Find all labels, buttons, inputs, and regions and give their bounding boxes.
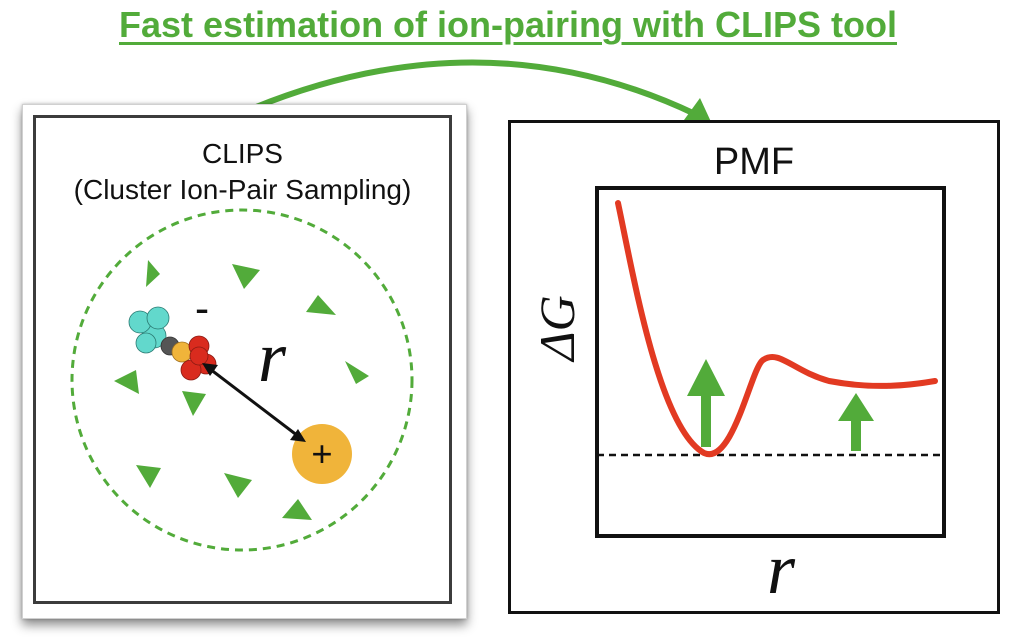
cluster-illustration: - + r: [70, 208, 414, 552]
cluster-boundary: [70, 208, 414, 552]
clips-subtitle: (Cluster Ion-Pair Sampling): [73, 174, 412, 205]
solvent-molecule: [232, 264, 260, 289]
plateau-arrow-shaft: [851, 420, 861, 451]
distance-label: r: [258, 317, 287, 397]
solvent-molecule: [146, 260, 160, 287]
solvent-molecule: [282, 499, 312, 520]
well-arrow-shaft: [701, 395, 711, 447]
atom: [135, 332, 157, 354]
solvent-molecule: [182, 391, 206, 416]
distance-arrowhead-start: [202, 363, 218, 376]
figure-title: Fast estimation of ion-pairing with CLIP…: [119, 4, 897, 45]
atom: [146, 306, 170, 330]
plateau-arrow-head: [838, 393, 874, 421]
clips-title: CLIPS: [202, 138, 283, 169]
pmf-plot: ΔG r: [529, 186, 946, 609]
well-arrow-head: [687, 359, 725, 396]
solvent-molecule: [224, 473, 252, 498]
atom: [189, 346, 209, 366]
solvent-molecule: [306, 295, 336, 315]
pmf-curve: [615, 200, 938, 458]
clips-panel: CLIPS (Cluster Ion-Pair Sampling): [22, 104, 467, 619]
solvent-molecule: [114, 370, 139, 394]
pmf-panel: PMF ΔG r: [508, 120, 1000, 614]
cation: [292, 424, 352, 484]
distance-arrowhead-end: [290, 429, 306, 442]
x-axis-label: r: [767, 529, 796, 609]
plot-frame: [595, 186, 946, 538]
solvent-molecule: [345, 361, 369, 384]
cation-sign: +: [311, 434, 333, 476]
solvent-molecule: [136, 465, 161, 488]
distance-arrow-line: [209, 367, 299, 438]
pmf-title: PMF: [713, 141, 795, 183]
anion-sign: -: [195, 285, 208, 330]
y-axis-label: ΔG: [529, 295, 585, 362]
clips-panel-inner: CLIPS (Cluster Ion-Pair Sampling): [33, 115, 452, 604]
